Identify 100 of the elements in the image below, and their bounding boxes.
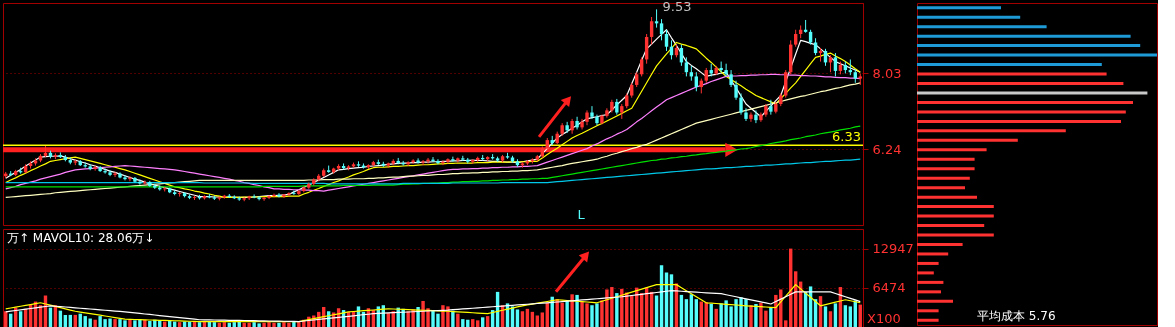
candlestick — [754, 109, 758, 124]
bar — [277, 322, 281, 327]
candlestick — [292, 190, 296, 196]
bar — [113, 319, 117, 327]
candlestick — [664, 29, 669, 52]
bar — [570, 294, 574, 327]
ref-line-label: 6.33 — [832, 129, 861, 145]
bar — [917, 6, 1001, 10]
bar — [917, 44, 1141, 48]
bar — [535, 315, 540, 327]
bar — [917, 167, 975, 171]
y-tick-label: 6474 — [872, 280, 906, 296]
bar — [917, 100, 1133, 104]
candlestick — [575, 116, 579, 130]
bar — [917, 34, 1131, 38]
candlestick — [694, 71, 699, 92]
annotation: L — [577, 207, 586, 222]
bar — [784, 320, 788, 327]
bar — [917, 138, 1018, 142]
candlestick — [744, 107, 748, 122]
candlestick — [257, 195, 261, 201]
bar — [917, 271, 934, 275]
candlestick — [659, 18, 664, 41]
bar — [247, 322, 251, 327]
bar — [917, 129, 1066, 133]
bar — [917, 299, 953, 303]
bar — [515, 309, 520, 327]
bar — [917, 53, 1157, 57]
bar — [128, 319, 132, 327]
candlestick — [734, 80, 738, 101]
bar — [292, 321, 296, 327]
candlestick — [590, 105, 594, 120]
line-series — [5, 158, 861, 185]
bar — [917, 110, 1126, 114]
bar — [480, 317, 485, 327]
bar — [714, 308, 718, 327]
bar — [917, 82, 1124, 85]
candlestick — [411, 158, 415, 165]
annotation: 平均成本 5.76 — [977, 309, 1056, 323]
bar — [575, 294, 579, 327]
bar — [848, 306, 853, 327]
bar — [917, 25, 1047, 29]
candlestick — [128, 175, 132, 182]
bar — [148, 320, 152, 327]
bar — [917, 91, 1148, 95]
bar — [93, 319, 97, 327]
text: X100 — [867, 311, 901, 326]
candlestick — [103, 168, 107, 175]
candlestick — [267, 194, 271, 200]
bar — [222, 322, 227, 327]
bar — [451, 310, 455, 327]
bar — [917, 157, 975, 161]
bar — [917, 309, 939, 313]
candlestick — [431, 156, 435, 163]
bar — [232, 322, 236, 327]
bar — [917, 15, 1021, 19]
candlestick — [724, 63, 728, 77]
bar — [749, 305, 753, 327]
bar — [88, 318, 92, 327]
bar — [917, 252, 949, 256]
candlestick — [287, 191, 291, 197]
bar — [833, 303, 838, 327]
candlestick — [684, 56, 689, 77]
bar — [917, 148, 987, 152]
bar — [476, 320, 480, 327]
y-tick-label: 8.03 — [872, 65, 902, 81]
bar — [917, 176, 970, 180]
candlestick — [277, 192, 281, 198]
candlestick — [749, 112, 753, 123]
candlestick — [565, 121, 569, 134]
bar — [177, 322, 182, 327]
bar — [456, 313, 460, 327]
candlestick — [118, 171, 122, 179]
candlestick — [451, 156, 455, 163]
bar — [917, 214, 994, 218]
bar — [769, 307, 773, 327]
bar — [917, 205, 994, 209]
bar — [917, 224, 985, 228]
y-tick-label: 6.24 — [872, 141, 902, 157]
annotation: 9.53 — [662, 0, 692, 15]
line-series — [5, 290, 861, 323]
bar — [917, 290, 941, 294]
bar — [917, 261, 939, 265]
bar — [540, 312, 544, 327]
bar — [917, 195, 977, 199]
candlestick — [421, 159, 425, 166]
bar — [197, 322, 202, 327]
bar — [754, 303, 758, 327]
candlestick — [113, 171, 117, 178]
candlestick — [123, 174, 127, 181]
bar — [143, 319, 147, 327]
candlestick — [739, 92, 743, 116]
candlestick — [143, 179, 147, 186]
candlestick — [649, 16, 654, 46]
bar — [917, 186, 965, 190]
candlestick — [580, 118, 584, 130]
candlestick — [436, 158, 440, 165]
bar — [212, 322, 217, 327]
candlestick — [441, 159, 445, 166]
y-tick-label: 12947 — [872, 241, 914, 257]
